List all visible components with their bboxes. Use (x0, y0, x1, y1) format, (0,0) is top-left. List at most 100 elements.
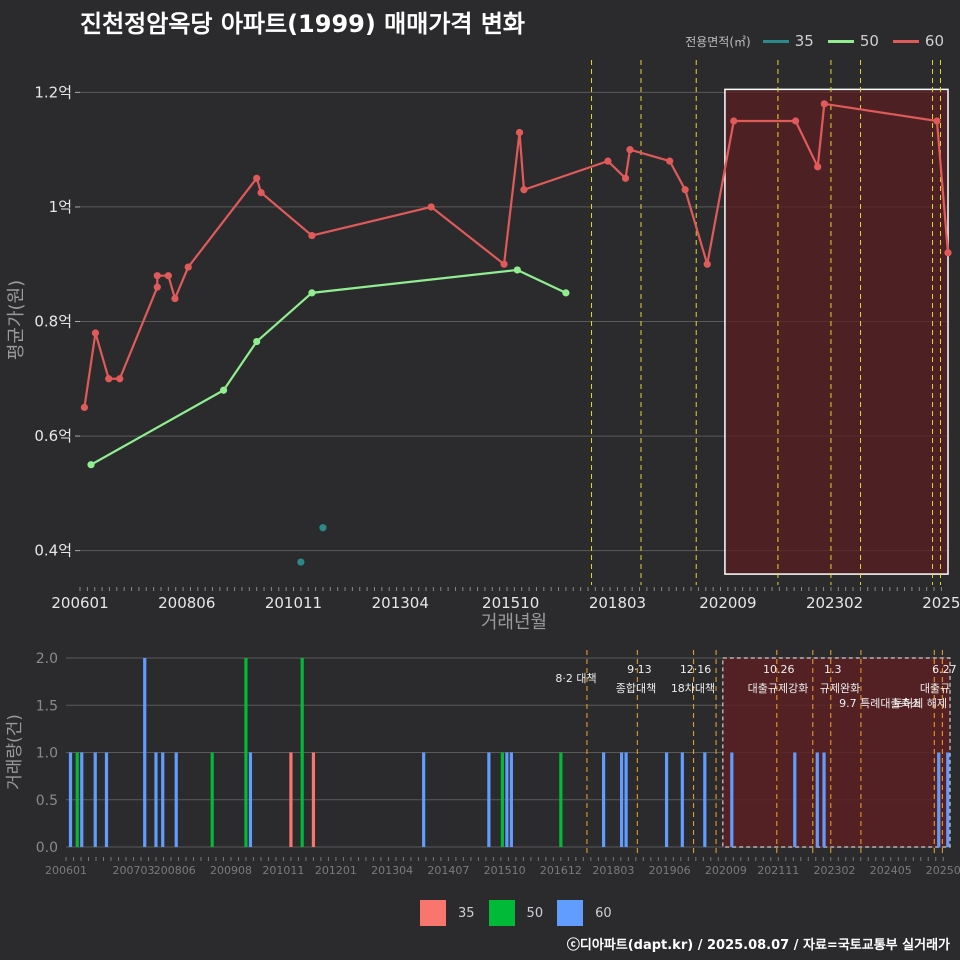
legend-swatch-60 (892, 39, 919, 43)
series-point-60 (257, 189, 265, 197)
x-tick-label: 202405 (870, 864, 912, 877)
x-tick-label: 201407 (427, 864, 469, 877)
series-point-60 (626, 146, 634, 154)
volume-bar-50 (500, 752, 504, 847)
series-point-60 (515, 128, 524, 137)
x-tick-label: 202009 (705, 864, 747, 877)
series-point-50 (513, 266, 521, 274)
policy-label: 종합대책 (616, 682, 656, 695)
series-line-50 (90, 268, 567, 466)
policy-date: 1.3 (824, 663, 842, 676)
x-tick-label: 201510 (482, 594, 539, 612)
legend-label-60: 60 (924, 32, 944, 50)
volume-bar-60 (93, 752, 97, 847)
policy-label: 대출규제강화 (748, 682, 809, 695)
series-point-35 (319, 524, 327, 532)
series-point-60 (703, 260, 711, 268)
x-tick-label: 201201 (315, 864, 357, 877)
x-tick-label: 200806 (158, 594, 215, 612)
legend-swatch-50 (827, 39, 854, 43)
series-point-60 (681, 186, 689, 194)
series-point-60 (621, 174, 630, 182)
y-tick-label: 1.5 (36, 698, 58, 714)
series-point-60 (944, 249, 952, 257)
volume-bar-60 (601, 752, 606, 847)
policy-date: 9·13 (627, 663, 652, 676)
highlight-region (722, 657, 951, 848)
volume-bar-50 (75, 752, 79, 847)
x-tick-label: 200806 (154, 864, 196, 877)
series-point-60 (153, 272, 161, 280)
x-tick-label: 202111 (757, 864, 799, 877)
volume-bar-60 (143, 658, 147, 847)
series-point-60 (933, 117, 941, 125)
x-tick-label: 201011 (262, 864, 304, 877)
legend-bar-item-50: 50 (488, 900, 543, 926)
legend-top: 전용면적(㎡) 35 50 60 (685, 32, 952, 50)
chart-title: 진천정암옥당 아파트(1999) 매매가격 변화 (80, 10, 525, 38)
series-point-60 (91, 329, 100, 337)
volume-bar-60 (664, 752, 669, 847)
series-point-60 (820, 100, 828, 108)
legend-swatch-35 (762, 39, 789, 43)
volume-bar-50 (300, 658, 304, 847)
volume-bar-60 (174, 752, 178, 847)
volume-bar-60 (505, 752, 509, 847)
policy-date: 12·16 (680, 663, 712, 676)
legend-title: 전용면적(㎡) (685, 34, 751, 49)
legend-item-60: 60 (892, 32, 944, 50)
volume-bar-60 (946, 752, 950, 847)
volume-bar-60 (422, 752, 426, 847)
volume-bar-60 (68, 752, 73, 847)
volume-bar-60 (248, 752, 253, 847)
series-point-60 (171, 294, 179, 303)
legend-bar-item-60: 60 (557, 900, 612, 926)
x-tick-label: 2025 (922, 594, 960, 612)
volume-bar-35 (311, 752, 316, 847)
y-tick-label: 0.5 (36, 793, 58, 809)
series-point-60 (666, 157, 674, 165)
volume-bar-60 (703, 752, 707, 847)
policy-label: 18차대책 (671, 682, 715, 695)
volume-bar-60 (822, 752, 826, 847)
y-tick-label: 1억 (49, 198, 72, 216)
volume-bar-50 (244, 658, 248, 847)
series-point-50 (562, 289, 570, 297)
series-point-50 (253, 337, 261, 346)
series-line-60 (83, 102, 950, 408)
x-tick-label: 201803 (589, 594, 646, 612)
volume-bar-60 (154, 752, 158, 847)
x-tick-label: 201612 (540, 864, 582, 877)
volume-bar-35 (289, 752, 293, 847)
series-point-60 (153, 283, 161, 291)
legend-bar-swatch-60 (557, 900, 584, 926)
volume-bar-60 (937, 752, 941, 847)
x-tick-label: 201304 (372, 594, 429, 612)
legend-bottom: 35 50 60 (420, 900, 626, 926)
y-tick-label: 0.0 (36, 840, 58, 856)
series-point-60 (730, 117, 738, 125)
series-point-60 (184, 263, 192, 271)
volume-bar-50 (559, 752, 563, 847)
x-tick-label: 201304 (371, 864, 413, 877)
policy-date: 10.26 (763, 663, 795, 676)
policy-label: 8·2 대책 (555, 672, 596, 685)
y-tick-label: 1.0 (36, 746, 58, 762)
x-tick-label: 202009 (699, 594, 756, 612)
volume-bar-60 (509, 752, 513, 847)
series-point-60 (253, 174, 261, 182)
x-tick-label: 201510 (484, 864, 526, 877)
volume-bar-60 (104, 752, 109, 847)
x-tick-label: 200601 (45, 864, 87, 877)
series-point-35 (297, 558, 305, 566)
volume-bar-60 (161, 752, 165, 847)
series-point-60 (427, 203, 435, 211)
legend-label-35: 35 (794, 32, 814, 50)
legend-bar-swatch-50 (488, 900, 515, 926)
series-point-50 (219, 386, 228, 394)
series-point-60 (116, 375, 124, 383)
series-point-60 (500, 260, 508, 268)
series-point-60 (814, 163, 822, 171)
y-axis-title: 거래량(건) (5, 714, 25, 790)
policy-label: 토허제 해제 (893, 696, 947, 710)
